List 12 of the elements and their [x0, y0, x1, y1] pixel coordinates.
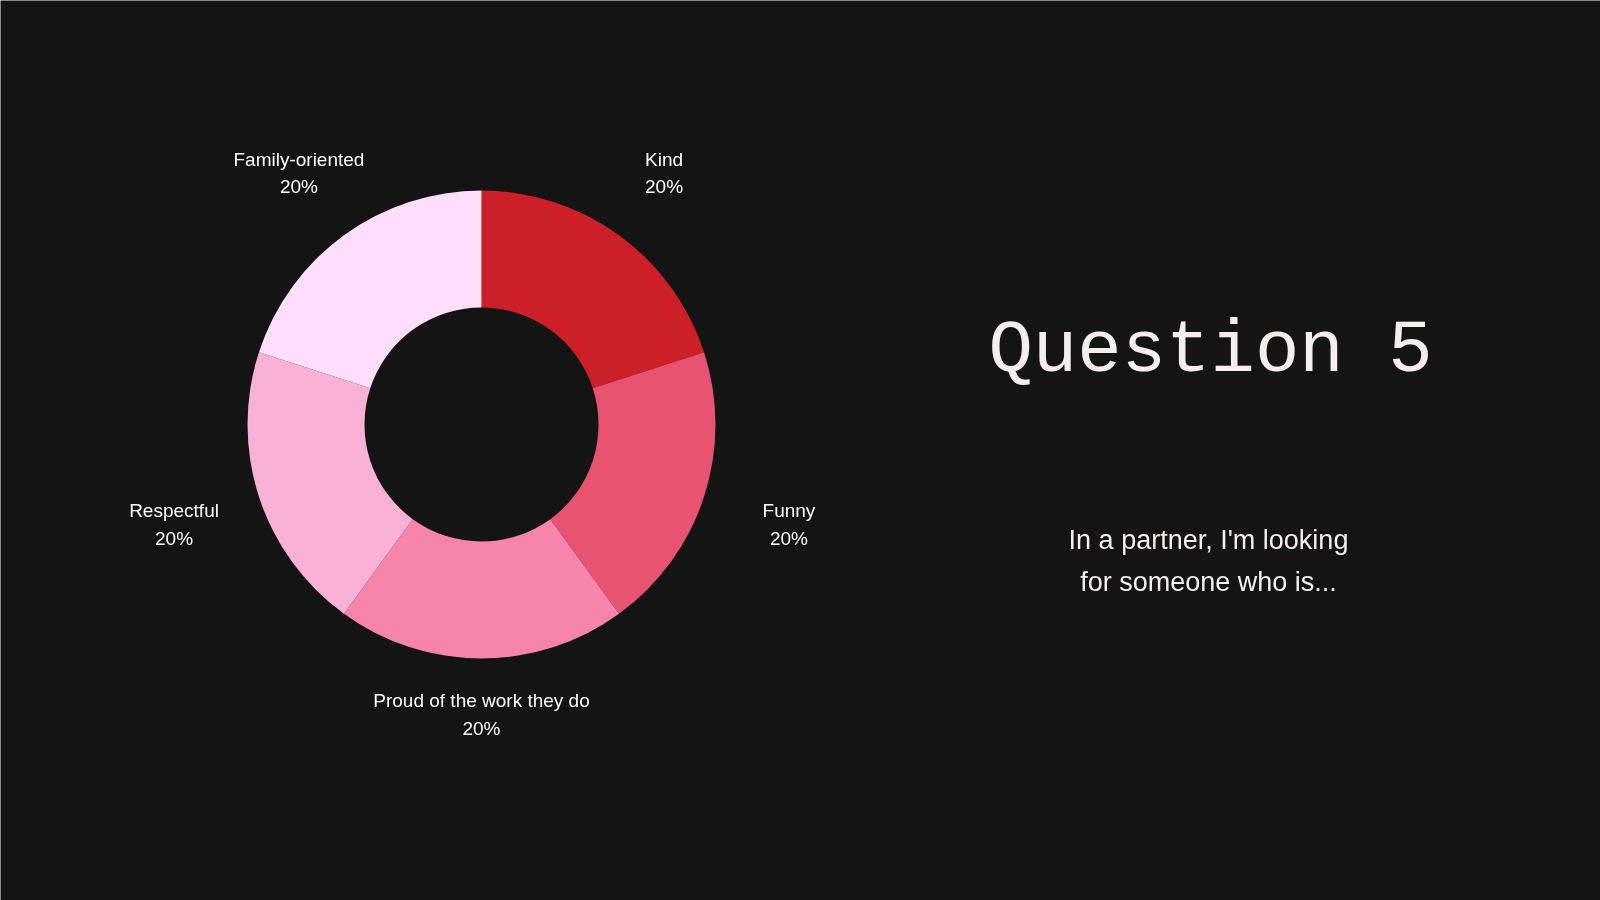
text: Question 5 [988, 308, 1433, 393]
slice-label: Funny [762, 500, 816, 522]
data-label: 20% [155, 527, 194, 549]
slice-label: Respectful [129, 500, 219, 522]
slice-label: Kind [645, 149, 684, 171]
slice-label: Proud of the work they do [373, 690, 590, 712]
data-label: 20% [279, 176, 319, 198]
data-label: 20% [462, 717, 501, 739]
data-label: 20% [769, 527, 809, 549]
data-label: 20% [645, 176, 684, 198]
slice-label: Family-oriented [233, 149, 365, 171]
text: In a partner, I'm looking for someone who is... [1068, 524, 1349, 597]
